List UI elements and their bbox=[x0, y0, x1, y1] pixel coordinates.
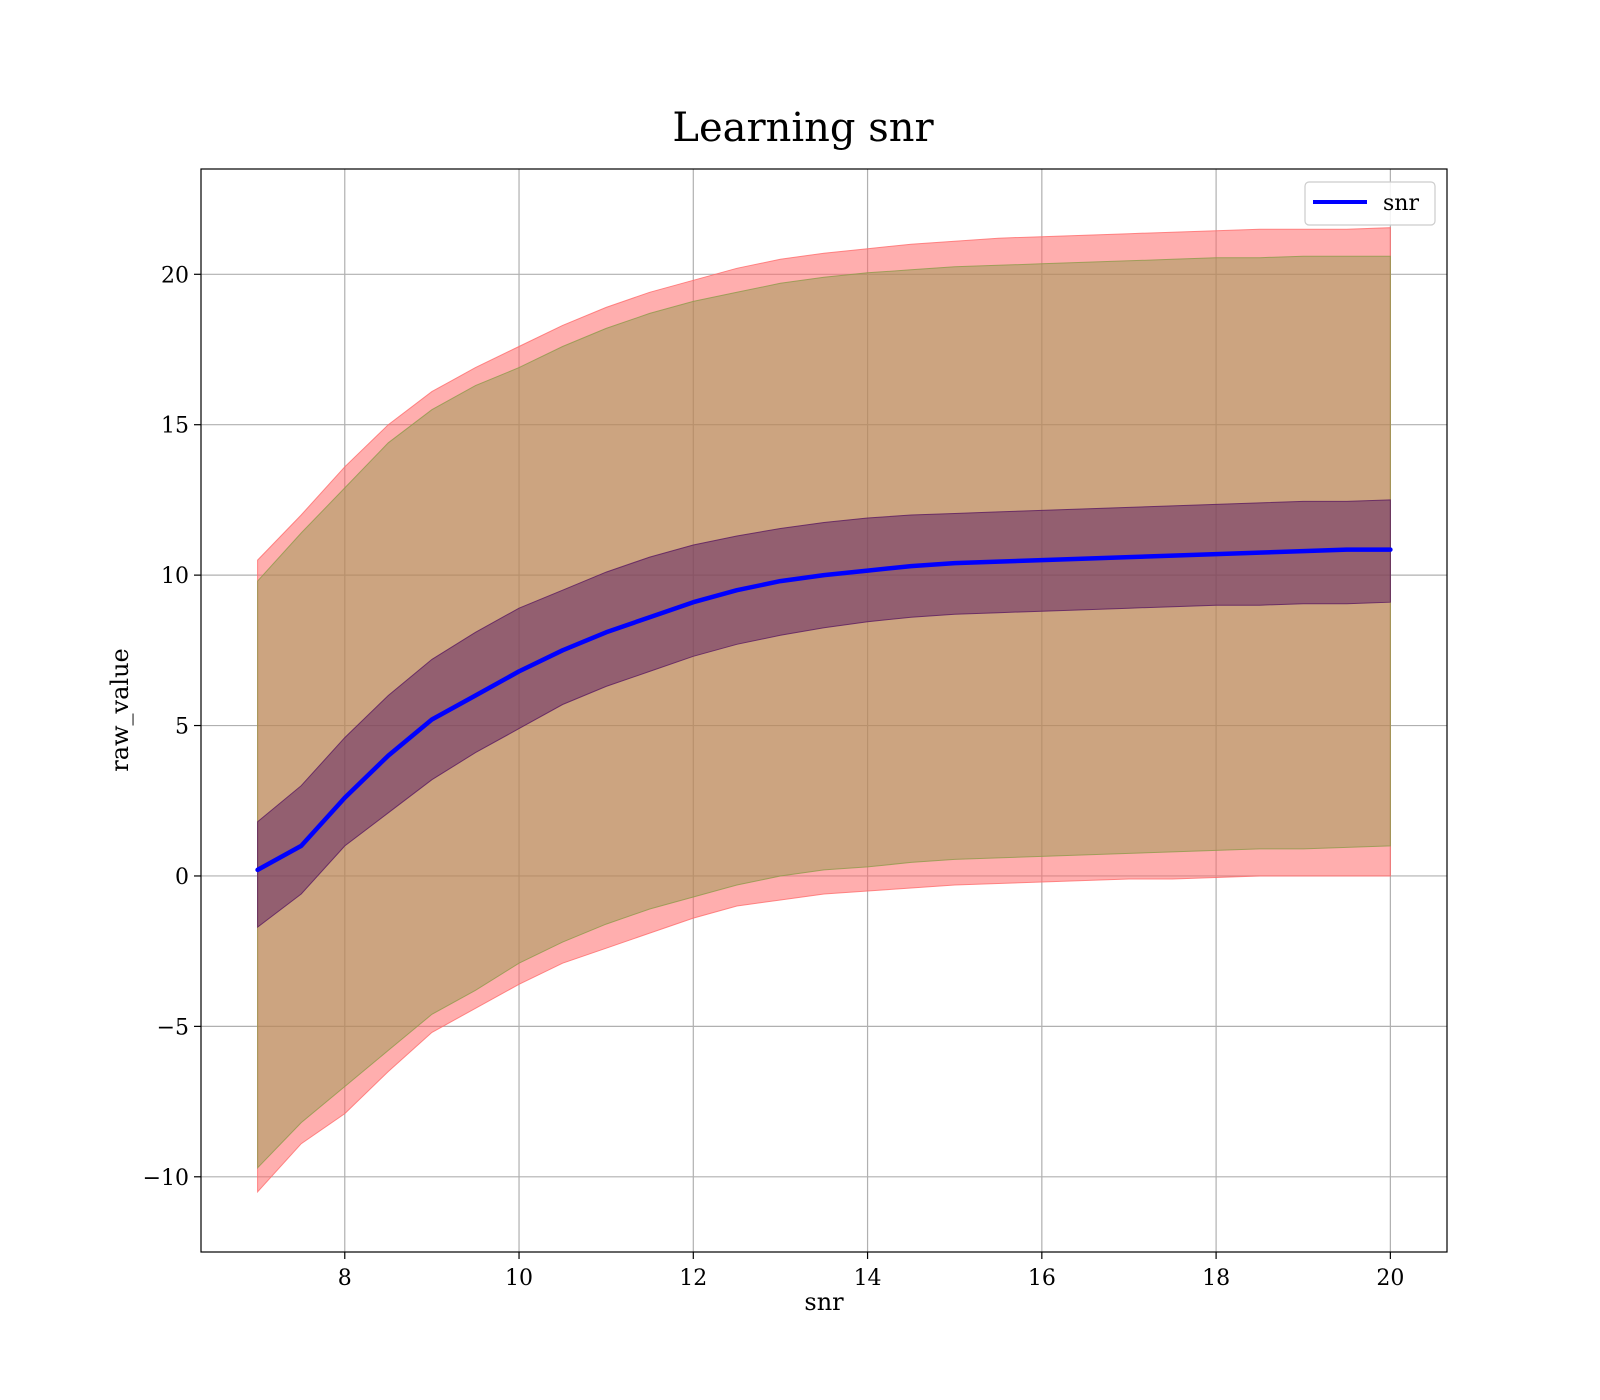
series-lines bbox=[255, 547, 1393, 873]
confidence-bands bbox=[257, 227, 1391, 1194]
x-tick-label: 20 bbox=[1376, 1266, 1404, 1291]
x-tick-label: 8 bbox=[338, 1266, 352, 1291]
chart-title: Learning snr bbox=[672, 105, 934, 151]
legend-box bbox=[1304, 181, 1436, 226]
x-tick-label: 18 bbox=[1202, 1266, 1230, 1291]
y-axis-label: raw_value bbox=[106, 648, 134, 772]
plot-frame bbox=[200, 168, 1448, 1253]
series-line-snr bbox=[255, 547, 1393, 873]
y-tick-label: 10 bbox=[161, 564, 189, 589]
x-tick-label: 10 bbox=[505, 1266, 533, 1291]
x-tick-label: 16 bbox=[1028, 1266, 1056, 1291]
y-tick-label: 0 bbox=[175, 865, 189, 890]
y-tick-label: −10 bbox=[143, 1166, 189, 1191]
y-tick-label: 15 bbox=[161, 414, 189, 439]
confidence-band-0 bbox=[257, 227, 1391, 1194]
x-tick-label: 14 bbox=[854, 1266, 882, 1291]
confidence-band-1 bbox=[257, 255, 1391, 1170]
legend-label-snr: snr bbox=[1383, 191, 1419, 216]
y-tick-label: 20 bbox=[161, 263, 189, 288]
legend: snr bbox=[1304, 181, 1436, 226]
confidence-band-2 bbox=[257, 499, 1391, 929]
x-axis-label: snr bbox=[804, 1288, 844, 1316]
y-tick-label: 5 bbox=[175, 715, 189, 740]
y-tick-label: −5 bbox=[157, 1015, 189, 1040]
x-tick-label: 12 bbox=[679, 1266, 707, 1291]
axis-ticks: 8 10 12 14 16 18 20 −10 −5 0 5 10 15 20 bbox=[143, 263, 1405, 1291]
